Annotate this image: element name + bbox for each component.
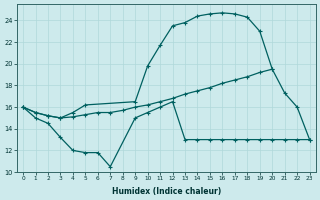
X-axis label: Humidex (Indice chaleur): Humidex (Indice chaleur) xyxy=(112,187,221,196)
